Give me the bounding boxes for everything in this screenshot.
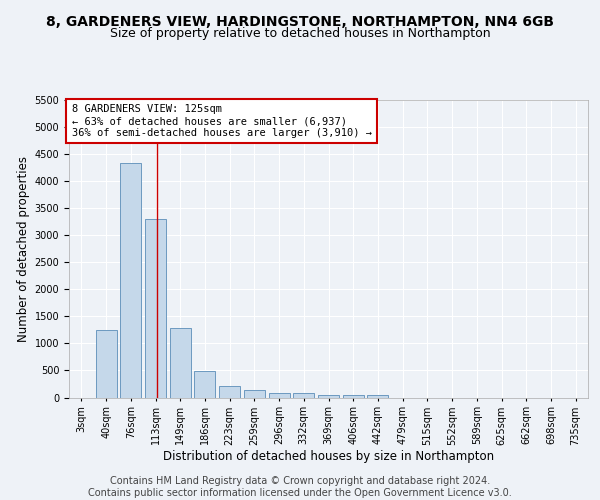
Y-axis label: Number of detached properties: Number of detached properties bbox=[17, 156, 31, 342]
Bar bbox=[293, 393, 314, 398]
Text: Size of property relative to detached houses in Northampton: Size of property relative to detached ho… bbox=[110, 28, 490, 40]
Bar bbox=[95, 330, 116, 398]
X-axis label: Distribution of detached houses by size in Northampton: Distribution of detached houses by size … bbox=[163, 450, 494, 463]
Text: 8, GARDENERS VIEW, HARDINGSTONE, NORTHAMPTON, NN4 6GB: 8, GARDENERS VIEW, HARDINGSTONE, NORTHAM… bbox=[46, 15, 554, 29]
Bar bbox=[318, 395, 339, 398]
Bar bbox=[145, 219, 166, 398]
Bar bbox=[120, 162, 141, 398]
Bar bbox=[269, 393, 290, 398]
Bar bbox=[367, 395, 388, 398]
Text: Contains HM Land Registry data © Crown copyright and database right 2024.
Contai: Contains HM Land Registry data © Crown c… bbox=[88, 476, 512, 498]
Bar bbox=[219, 386, 240, 398]
Text: 8 GARDENERS VIEW: 125sqm
← 63% of detached houses are smaller (6,937)
36% of sem: 8 GARDENERS VIEW: 125sqm ← 63% of detach… bbox=[71, 104, 371, 138]
Bar bbox=[343, 395, 364, 398]
Bar bbox=[170, 328, 191, 398]
Bar bbox=[194, 371, 215, 398]
Bar bbox=[244, 390, 265, 398]
